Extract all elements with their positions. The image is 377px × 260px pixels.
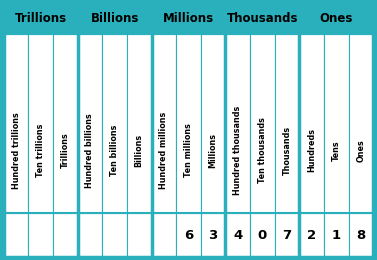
Bar	[299, 35, 324, 213]
Text: Hundred trillions: Hundred trillions	[12, 112, 21, 189]
Bar	[102, 35, 127, 213]
Bar	[225, 213, 250, 257]
Text: Trillions: Trillions	[15, 12, 67, 25]
Bar	[102, 213, 127, 257]
Bar	[299, 3, 373, 35]
Bar	[225, 35, 250, 213]
Bar	[324, 213, 349, 257]
Text: Hundreds: Hundreds	[307, 128, 316, 172]
Bar	[4, 3, 78, 35]
Bar	[53, 35, 78, 213]
Text: Billions: Billions	[90, 12, 139, 25]
Bar	[176, 213, 201, 257]
Text: Ten thousands: Ten thousands	[258, 118, 267, 183]
Bar	[152, 3, 225, 35]
Text: Thousands: Thousands	[282, 126, 291, 175]
Text: Trillions: Trillions	[61, 133, 70, 168]
Bar	[225, 3, 299, 35]
Text: Thousands: Thousands	[227, 12, 298, 25]
Text: 7: 7	[282, 229, 291, 242]
Text: Millions: Millions	[163, 12, 214, 25]
Text: 4: 4	[233, 229, 242, 242]
Bar	[349, 35, 373, 213]
Text: 1: 1	[332, 229, 341, 242]
Bar	[299, 213, 324, 257]
Text: Ones: Ones	[356, 139, 365, 162]
Text: Ten billions: Ten billions	[110, 125, 119, 176]
Text: Ones: Ones	[320, 12, 353, 25]
Text: Hundred thousands: Hundred thousands	[233, 106, 242, 195]
Bar	[4, 213, 28, 257]
Bar	[53, 213, 78, 257]
Bar	[349, 213, 373, 257]
Bar	[324, 35, 349, 213]
Bar	[127, 213, 152, 257]
Text: Millions: Millions	[208, 133, 218, 168]
Bar	[127, 35, 152, 213]
Text: Ten trillions: Ten trillions	[36, 124, 45, 177]
Text: Tens: Tens	[332, 140, 341, 161]
Bar	[201, 213, 225, 257]
Bar	[201, 35, 225, 213]
Text: Hundred billions: Hundred billions	[86, 113, 95, 188]
Bar	[275, 213, 299, 257]
Bar	[275, 35, 299, 213]
Bar	[78, 35, 102, 213]
Text: 0: 0	[258, 229, 267, 242]
Bar	[250, 35, 275, 213]
Bar	[4, 35, 28, 213]
Text: 2: 2	[307, 229, 316, 242]
Text: Billions: Billions	[135, 134, 144, 167]
Bar	[28, 35, 53, 213]
Text: Hundred millions: Hundred millions	[159, 112, 169, 189]
Bar	[28, 213, 53, 257]
Bar	[152, 213, 176, 257]
Bar	[78, 3, 152, 35]
Text: 6: 6	[184, 229, 193, 242]
Text: Ten millions: Ten millions	[184, 124, 193, 177]
Text: 8: 8	[356, 229, 366, 242]
Text: 3: 3	[208, 229, 218, 242]
Bar	[176, 35, 201, 213]
Bar	[78, 213, 102, 257]
Bar	[152, 35, 176, 213]
Bar	[250, 213, 275, 257]
